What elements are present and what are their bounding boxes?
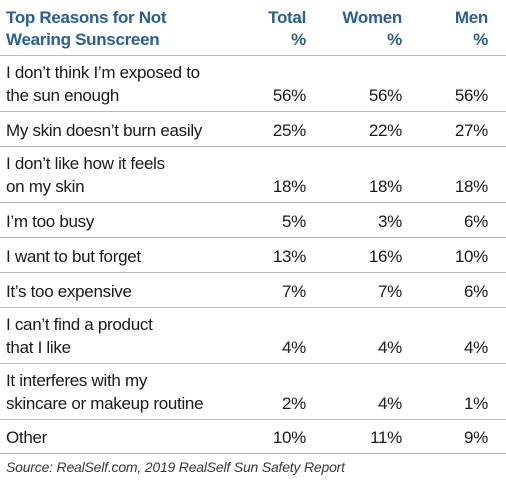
row-reason: I can’t find a product that I like: [6, 315, 153, 357]
row-reason: I don’t like how it feels on my skin: [6, 154, 165, 196]
row-reason: My skin doesn’t burn easily: [6, 121, 202, 140]
table-row: My skin doesn’t burn easily 25% 22% 27%: [0, 112, 506, 147]
row-total: 56%: [272, 86, 306, 105]
header-reason: Top Reasons for Not Wearing Sunscreen: [6, 8, 167, 49]
header-men: Men %: [454, 8, 488, 49]
row-total: 25%: [272, 121, 306, 140]
row-total: 5%: [282, 212, 306, 231]
row-reason: It’s too expensive: [6, 282, 132, 301]
row-women: 22%: [368, 121, 402, 140]
table-row: I want to but forget 13% 16% 10%: [0, 238, 506, 273]
row-women: 18%: [368, 177, 402, 196]
table-row: I don’t like how it feels on my skin 18%…: [0, 147, 506, 203]
row-total: 10%: [272, 428, 306, 447]
table-row: I can’t find a product that I like 4% 4%…: [0, 308, 506, 364]
row-total: 4%: [282, 338, 306, 357]
survey-table: Top Reasons for Not Wearing Sunscreen To…: [0, 0, 506, 454]
table-row: I don’t think I’m exposed to the sun eno…: [0, 56, 506, 112]
table-row: It interferes with my skincare or makeup…: [0, 364, 506, 420]
row-women: 56%: [368, 86, 402, 105]
row-men: 10%: [454, 247, 488, 266]
header-women: Women %: [342, 8, 402, 49]
table-row: Other 10% 11% 9%: [0, 420, 506, 454]
row-reason: I don’t think I’m exposed to the sun eno…: [6, 63, 200, 105]
row-men: 56%: [454, 86, 488, 105]
row-women: 3%: [378, 212, 402, 231]
row-reason: It interferes with my skincare or makeup…: [6, 371, 204, 413]
row-women: 4%: [378, 338, 402, 357]
row-men: 27%: [454, 121, 488, 140]
table-row: I’m too busy 5% 3% 6%: [0, 203, 506, 238]
row-men: 9%: [464, 428, 488, 447]
header-total: Total %: [268, 8, 306, 49]
row-total: 18%: [272, 177, 306, 196]
row-women: 7%: [378, 282, 402, 301]
source-note: Source: RealSelf.com, 2019 RealSelf Sun …: [6, 459, 345, 475]
row-men: 18%: [454, 177, 488, 196]
row-reason: I want to but forget: [6, 247, 141, 266]
row-men: 1%: [464, 394, 488, 413]
row-men: 6%: [464, 212, 488, 231]
row-reason: I’m too busy: [6, 212, 95, 231]
row-reason: Other: [6, 428, 48, 447]
row-men: 6%: [464, 282, 488, 301]
row-total: 2%: [282, 394, 306, 413]
table-header: Top Reasons for Not Wearing Sunscreen To…: [0, 0, 506, 56]
row-women: 11%: [370, 428, 402, 447]
row-women: 16%: [368, 247, 402, 266]
row-women: 4%: [378, 394, 402, 413]
row-total: 7%: [282, 282, 306, 301]
row-total: 13%: [272, 247, 306, 266]
row-men: 4%: [464, 338, 488, 357]
table-row: It’s too expensive 7% 7% 6%: [0, 273, 506, 308]
